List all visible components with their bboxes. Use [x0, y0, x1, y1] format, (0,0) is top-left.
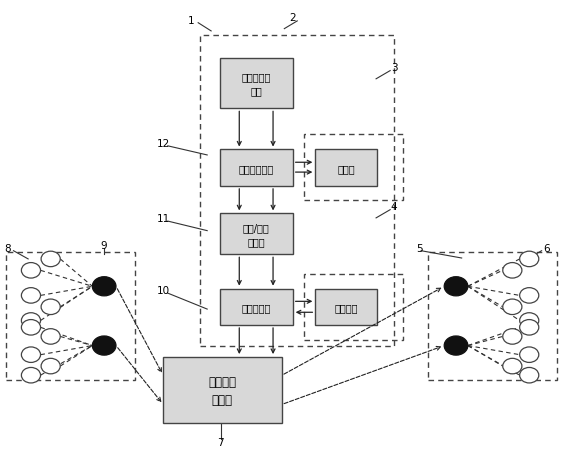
Circle shape — [520, 252, 539, 267]
Circle shape — [21, 313, 41, 329]
Bar — [428, 253, 557, 380]
Circle shape — [21, 368, 41, 383]
Circle shape — [41, 299, 60, 315]
Circle shape — [41, 329, 60, 344]
Text: 并网控制器: 并网控制器 — [242, 302, 271, 312]
Bar — [220, 59, 293, 109]
Text: 3: 3 — [391, 63, 397, 73]
Bar — [200, 36, 394, 346]
Bar — [315, 289, 377, 325]
Circle shape — [520, 368, 539, 383]
Bar — [315, 150, 377, 187]
Text: 传统电网: 传统电网 — [334, 302, 358, 312]
Circle shape — [92, 336, 116, 355]
Circle shape — [21, 320, 41, 335]
Circle shape — [520, 313, 539, 329]
Circle shape — [21, 347, 41, 363]
Text: 现场中央
控制器: 现场中央 控制器 — [208, 375, 236, 405]
Text: 8: 8 — [4, 243, 11, 253]
Circle shape — [503, 359, 522, 374]
Circle shape — [503, 299, 522, 315]
Bar — [163, 357, 282, 423]
Text: 7: 7 — [217, 437, 224, 447]
Bar — [220, 150, 293, 187]
Text: 11: 11 — [157, 213, 170, 223]
Text: 4: 4 — [391, 202, 397, 212]
Text: 2: 2 — [289, 13, 296, 23]
Text: 太阳能控制器: 太阳能控制器 — [239, 163, 274, 173]
Text: 5: 5 — [416, 243, 423, 253]
Circle shape — [520, 288, 539, 303]
Bar — [304, 134, 403, 200]
Text: 12: 12 — [157, 138, 170, 148]
Circle shape — [21, 288, 41, 303]
Text: 6: 6 — [543, 243, 549, 253]
Text: 直流/交流
逆变器: 直流/交流 逆变器 — [243, 222, 270, 246]
Circle shape — [444, 277, 468, 296]
Text: 蓄电池: 蓄电池 — [337, 163, 355, 173]
Circle shape — [41, 252, 60, 267]
Circle shape — [444, 336, 468, 355]
Circle shape — [21, 263, 41, 278]
Circle shape — [520, 320, 539, 335]
Text: 1: 1 — [188, 15, 195, 25]
Circle shape — [92, 277, 116, 296]
Bar — [304, 274, 403, 340]
Bar — [220, 289, 293, 325]
Text: 太阳能光伏
矩阵: 太阳能光伏 矩阵 — [242, 72, 271, 96]
Circle shape — [520, 347, 539, 363]
Circle shape — [41, 359, 60, 374]
Circle shape — [503, 263, 522, 278]
Bar — [6, 253, 135, 380]
Bar — [220, 214, 293, 255]
Text: 9: 9 — [101, 241, 108, 251]
Circle shape — [503, 329, 522, 344]
Text: 10: 10 — [157, 285, 170, 295]
